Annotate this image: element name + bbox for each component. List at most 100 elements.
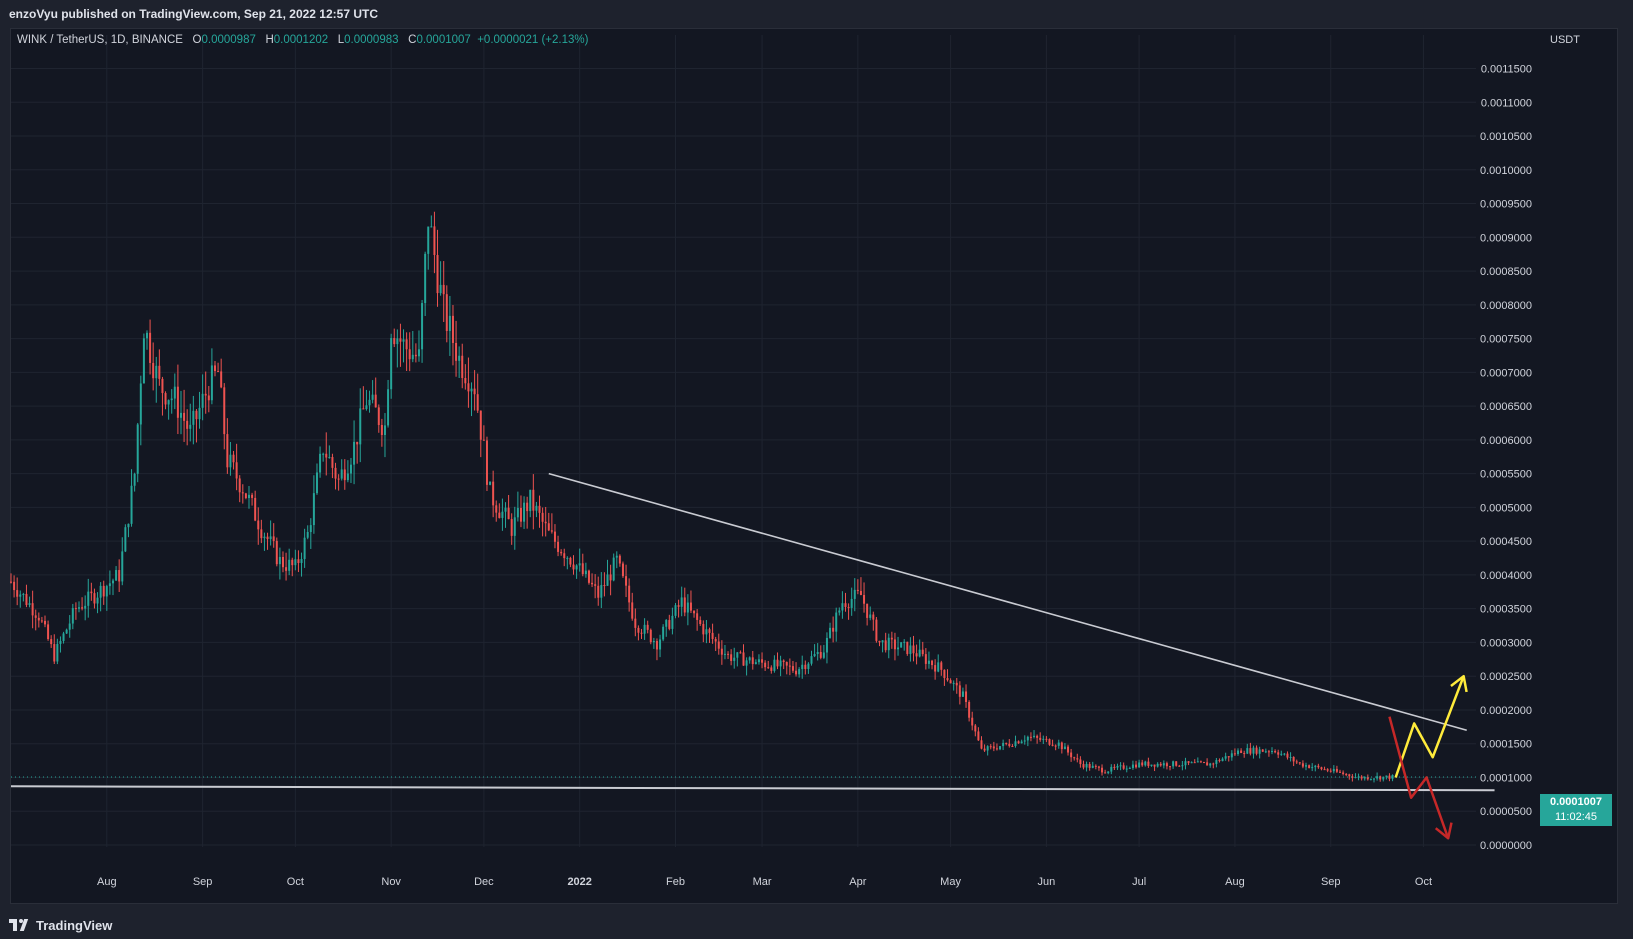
candle-body <box>337 478 340 480</box>
candle-body <box>189 424 192 429</box>
candle-body <box>572 564 575 570</box>
candle-body <box>1110 766 1113 772</box>
y-tick-label: 0.0000000 <box>1480 840 1532 852</box>
candle-body <box>560 551 563 554</box>
candle-body <box>980 740 983 749</box>
candle-body <box>523 502 526 522</box>
symbol-name: WINK / TetherUS, 1D, BINANCE <box>17 34 183 46</box>
candle-body <box>374 394 377 408</box>
candle-body <box>813 654 816 657</box>
candle-body <box>1369 778 1372 780</box>
candle-body <box>720 648 723 655</box>
candle-body <box>504 507 507 512</box>
candle-body <box>529 489 532 512</box>
candle-body <box>356 441 359 445</box>
candle-body <box>448 315 451 331</box>
candle-body <box>1224 756 1227 759</box>
candle-body <box>417 349 420 357</box>
candle-body <box>467 383 470 392</box>
candle-body <box>1138 762 1141 768</box>
candle-body <box>649 629 652 643</box>
candle-body <box>322 453 325 455</box>
candle-body <box>999 746 1002 750</box>
candle-body <box>108 583 111 587</box>
candle-body <box>201 393 204 408</box>
candle-body <box>1314 765 1317 768</box>
bearish-projection-arrowhead <box>1434 822 1453 840</box>
candle-body <box>612 557 615 581</box>
candle-body <box>124 527 127 552</box>
bullish-projection-arrowhead <box>1450 674 1468 693</box>
candle-body <box>1119 765 1122 767</box>
candle-body <box>164 393 167 405</box>
candle-body <box>934 665 937 672</box>
candle-body <box>408 349 411 360</box>
candle-body <box>380 424 383 435</box>
candle-body <box>1230 753 1233 758</box>
candle-body <box>1329 770 1332 772</box>
candle-body <box>628 585 631 603</box>
candle-body <box>47 624 50 640</box>
candle-body <box>498 512 501 518</box>
last-price-badge: 0.0001007 11:02:45 <box>1540 794 1612 826</box>
candle-body <box>640 632 643 634</box>
candle-body <box>526 502 529 512</box>
candle-body <box>1085 763 1088 768</box>
candle-body <box>1017 741 1020 744</box>
candle-body <box>461 355 464 378</box>
candle-body <box>535 505 538 511</box>
tradingview-footer[interactable]: TradingView <box>9 915 112 935</box>
candle-body <box>71 608 74 624</box>
candle-body <box>390 338 393 390</box>
candle-body <box>801 664 804 670</box>
candle-body <box>235 462 238 479</box>
high-value: 0.0001202 <box>273 34 329 46</box>
candle-body <box>949 680 952 684</box>
candle-body <box>217 371 220 373</box>
x-tick-label: Oct <box>1415 876 1432 888</box>
candle-body <box>464 377 467 384</box>
candle-body <box>606 574 609 586</box>
candle-body <box>1094 765 1097 767</box>
candle-body <box>1054 745 1057 747</box>
candle-body <box>665 620 668 627</box>
candle-body <box>1385 775 1388 777</box>
candle-body <box>597 585 600 598</box>
candle-body <box>850 598 853 608</box>
candle-body <box>393 338 396 345</box>
candle-body <box>315 472 318 494</box>
candle-body <box>365 405 368 410</box>
candle-body <box>1026 736 1029 741</box>
candle-body <box>1271 751 1274 753</box>
candle-body <box>312 493 315 526</box>
candle-body <box>785 662 788 666</box>
candle-body <box>1113 766 1116 768</box>
candle-body <box>1348 774 1351 777</box>
candle-body <box>343 469 346 481</box>
candle-body <box>309 525 312 533</box>
candle-body <box>37 617 40 621</box>
candle-body <box>1258 749 1261 754</box>
candle-body <box>810 656 813 664</box>
candle-body <box>1088 763 1091 768</box>
y-tick-label: 0.0001000 <box>1480 772 1532 784</box>
candle-body <box>1153 764 1156 767</box>
y-tick-label: 0.0011500 <box>1481 64 1532 76</box>
candle-body <box>139 383 142 425</box>
candle-body <box>99 585 102 598</box>
candle-body <box>825 637 828 653</box>
candle-body <box>473 388 476 395</box>
x-tick-label: 2022 <box>567 876 591 888</box>
x-tick-label: Feb <box>666 876 685 888</box>
candle-body <box>1187 761 1190 763</box>
candle-body <box>272 536 275 541</box>
candle-body <box>1091 765 1094 768</box>
y-tick-label: 0.0011000 <box>1481 97 1532 109</box>
candle-body <box>1002 742 1005 747</box>
candle-body <box>346 473 349 481</box>
candle-body <box>646 624 649 630</box>
candle-body <box>1227 756 1230 758</box>
candle-body <box>708 629 711 633</box>
candle-body <box>1116 765 1119 768</box>
